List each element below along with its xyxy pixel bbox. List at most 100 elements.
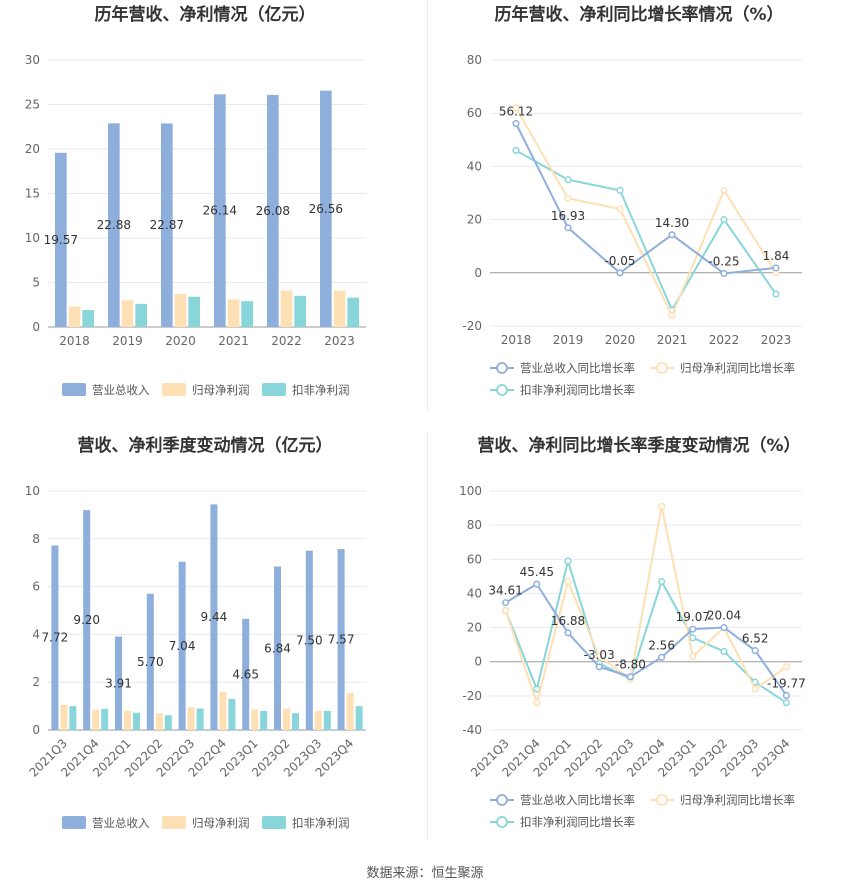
- y-tick-label: 15: [25, 187, 40, 201]
- bar: [115, 636, 123, 730]
- bar: [155, 713, 163, 730]
- data-point: [502, 599, 510, 607]
- x-tick-label: 2020: [165, 334, 196, 348]
- bar: [294, 295, 306, 327]
- bar: [283, 708, 290, 730]
- data-label: 3.91: [105, 676, 132, 690]
- bar: [60, 704, 68, 730]
- data-label: 6.84: [264, 641, 291, 655]
- annual-revenue-chart: 历年营收、净利情况（亿元） 0 5 10 15 20 25 30 2018 2019 2020 202…: [0, 0, 427, 410]
- y-tick-label: 20: [25, 142, 40, 156]
- y-tick-label: 100: [459, 484, 482, 498]
- bar: [241, 301, 253, 327]
- y-tick-label: 0: [474, 655, 482, 669]
- legend-label: 营业总收入: [92, 816, 150, 830]
- bar: [305, 550, 313, 730]
- x-tick-label: 2019: [112, 334, 143, 348]
- quarter-growth-chart: 营收、净利同比增长率季度变动情况（%） -40 -20 0 20 40 60 80 100 202…: [428, 425, 850, 845]
- bar: [280, 290, 293, 327]
- data-label: 7.72: [42, 631, 69, 645]
- legend-swatch: [62, 816, 86, 829]
- chart-title: 营收、净利同比增长率季度变动情况（%）: [477, 435, 800, 456]
- chart-title: 历年营收、净利情况（亿元）: [95, 4, 316, 25]
- series-line: [504, 506, 787, 707]
- data-label: 7.04: [169, 639, 196, 653]
- x-tick-label: 2018: [501, 333, 532, 347]
- y-tick-label: 10: [25, 231, 40, 245]
- legend-label: 营业总收入同比增长率: [520, 361, 635, 375]
- data-label: 4.65: [232, 667, 259, 681]
- data-label: 19.57: [44, 233, 78, 247]
- bar: [55, 152, 67, 327]
- y-tick-label: 40: [467, 159, 482, 173]
- bar: [320, 90, 332, 327]
- bar: [146, 593, 154, 730]
- data-point: [564, 557, 572, 565]
- data-label: -0.25: [708, 254, 739, 268]
- bar: [108, 123, 120, 327]
- data-point: [772, 264, 780, 272]
- legend-swatch: [262, 383, 286, 396]
- chart-title: 营收、净利季度变动情况（亿元）: [78, 435, 333, 456]
- x-tick-label: 2022: [271, 334, 302, 348]
- y-tick-label: 80: [467, 518, 482, 532]
- series-line: [504, 557, 787, 704]
- y-tick-label: 8: [32, 532, 40, 546]
- y-tick-label: 2: [32, 675, 40, 689]
- legend-swatch: [162, 383, 186, 396]
- legend-marker: [656, 362, 668, 374]
- y-tick-label: 0: [474, 266, 482, 280]
- legend-label: 归母净利润: [192, 383, 250, 397]
- panel-divider: [427, 432, 428, 840]
- data-point: [720, 186, 728, 194]
- bar: [274, 566, 282, 730]
- data-point: [512, 104, 520, 112]
- legend-label: 营业总收入: [92, 383, 150, 397]
- bar: [124, 710, 131, 730]
- data-label: 19.07: [676, 610, 710, 624]
- series-line: [515, 123, 777, 275]
- bar: [82, 310, 94, 327]
- legend-label: 扣非净利润: [292, 383, 350, 397]
- bar: [347, 297, 359, 327]
- data-point: [564, 629, 572, 637]
- legend-swatch: [262, 816, 286, 829]
- data-point: [616, 205, 624, 213]
- data-point: [564, 176, 572, 184]
- legend-marker: [496, 794, 508, 806]
- bar: [210, 504, 218, 730]
- y-tick-label: 80: [467, 53, 482, 67]
- data-point: [533, 685, 541, 693]
- bar: [51, 545, 59, 730]
- y-tick-label: 20: [467, 213, 482, 227]
- bar: [214, 94, 226, 327]
- data-label: 56.12: [499, 105, 533, 119]
- data-point: [751, 647, 759, 655]
- y-tick-label: -40: [462, 723, 482, 737]
- data-label: 5.70: [137, 655, 164, 669]
- x-tick-label: 2023: [324, 334, 355, 348]
- chart-title: 历年营收、净利同比增长率情况（%）: [494, 4, 783, 25]
- bar: [337, 549, 345, 730]
- bar: [267, 94, 279, 327]
- data-label: 14.30: [655, 216, 689, 230]
- data-label: 22.88: [97, 218, 131, 232]
- series-line: [515, 107, 777, 318]
- bar: [260, 710, 268, 730]
- x-tick-label: 2019: [553, 333, 584, 347]
- bar: [314, 710, 322, 730]
- data-point: [668, 311, 676, 319]
- bar: [69, 706, 77, 730]
- x-tick-label: 2021: [218, 334, 249, 348]
- data-label: 16.93: [551, 209, 585, 223]
- data-point: [512, 119, 520, 128]
- data-label: 45.45: [520, 565, 554, 579]
- legend-marker: [656, 794, 668, 806]
- y-tick-label: 25: [25, 98, 40, 112]
- data-label: 16.88: [551, 614, 585, 628]
- data-label: 2.56: [648, 638, 675, 652]
- bar: [196, 708, 204, 730]
- data-label: 26.08: [256, 204, 290, 218]
- data-source-note: 数据来源：恒生聚源: [366, 866, 484, 881]
- bar: [161, 123, 173, 327]
